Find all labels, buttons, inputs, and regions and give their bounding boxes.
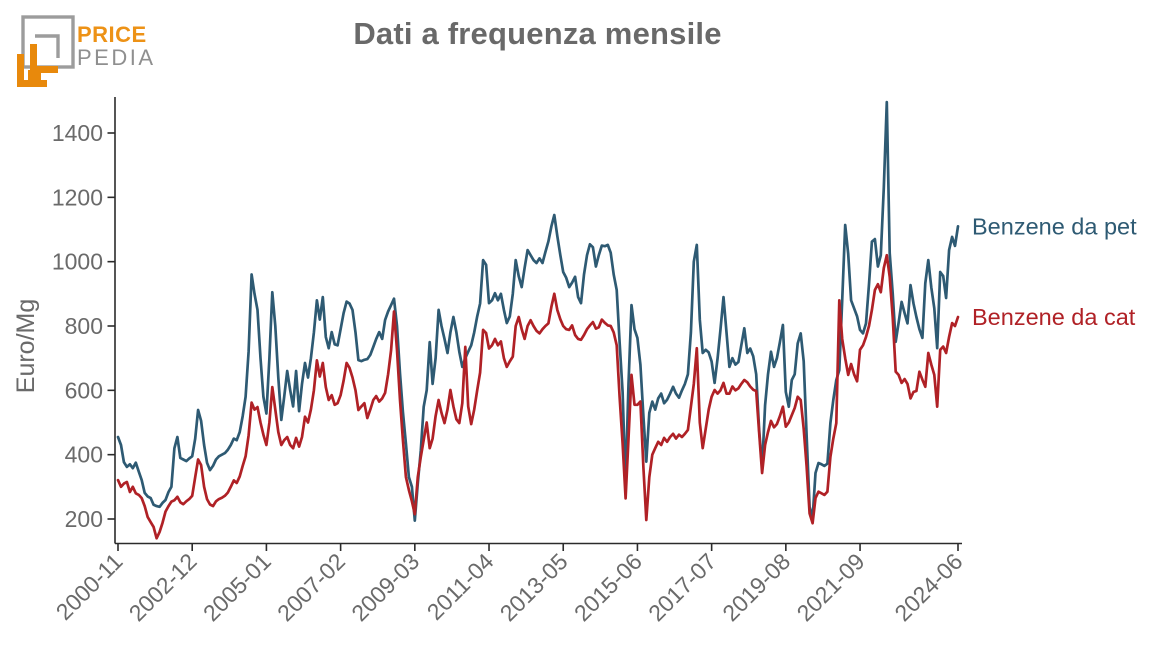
x-axis-tick-label: 2007-02 [272, 548, 350, 626]
chart-title: Dati a frequenza mensile [353, 16, 722, 51]
logo-orange-square [28, 70, 41, 83]
x-axis-tick-label: 2000-11 [51, 548, 128, 625]
x-axis-tick-label: 2021-09 [792, 548, 870, 626]
y-axis-tick-label: 800 [65, 313, 103, 339]
x-axis-tick-label: 2024-06 [889, 548, 967, 626]
y-axis-label: Euro/Mg [12, 299, 40, 393]
x-axis-tick-label: 2017-07 [643, 548, 721, 626]
y-axis-tick-label: 400 [65, 442, 103, 468]
x-axis-tick-label: 2019-08 [717, 548, 795, 626]
y-axis-tick-label: 1400 [52, 120, 103, 146]
series-line-benzene-da-cat [116, 253, 960, 540]
x-axis-tick-label: 2002-12 [124, 548, 202, 626]
x-axis-tick-label: 2013-05 [495, 548, 573, 626]
y-axis-tick-label: 600 [65, 377, 103, 403]
logo-text-pedia: PEDIA [77, 45, 156, 70]
y-axis-tick-label: 1200 [52, 184, 103, 210]
pricepedia-logo-mark: PRICE PEDIA [17, 15, 156, 87]
series-label-benzene-da-cat: Benzene da cat [972, 304, 1136, 330]
logo-text-price: PRICE [77, 22, 147, 47]
y-axis-tick-label: 200 [65, 506, 103, 532]
series-line-benzene-da-pet [116, 100, 960, 522]
x-axis-tick-label: 2015-06 [569, 548, 647, 626]
logo-inner-bracket [35, 34, 60, 58]
logo-orange-bracket-inner [30, 44, 58, 73]
pricepedia-logo: PRICE PEDIA [14, 10, 224, 90]
x-axis-tick-label: 2009-03 [346, 548, 424, 626]
y-axis-tick-label: 1000 [52, 249, 103, 275]
x-axis-tick-label: 2005-01 [198, 548, 276, 626]
x-axis-tick-label: 2011-04 [422, 548, 499, 625]
series-label-benzene-da-pet: Benzene da pet [972, 213, 1137, 239]
